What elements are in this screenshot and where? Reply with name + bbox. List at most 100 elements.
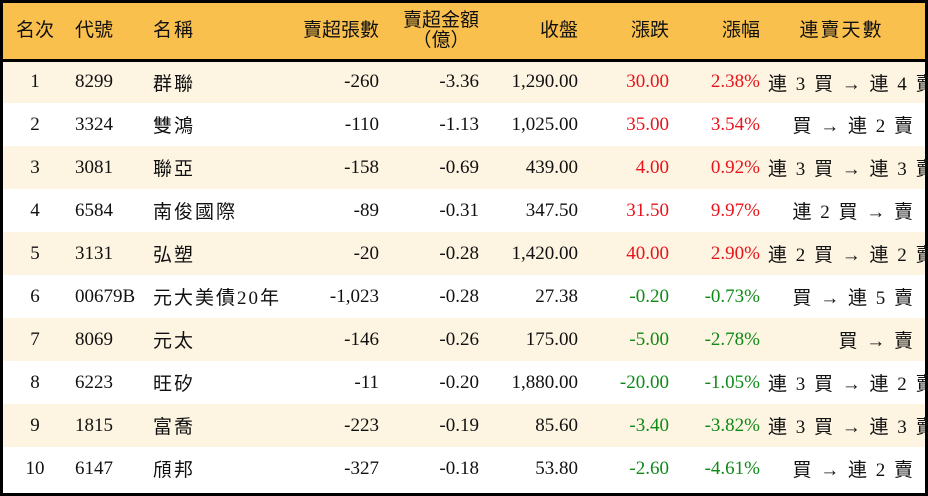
- name-cell[interactable]: 雙鴻: [153, 116, 196, 137]
- rank-cell: 10: [25, 457, 45, 479]
- name-cell[interactable]: 弘塑: [153, 245, 196, 266]
- sell-ranking-table: 名次 代號 名稱 賣超張數 賣超金額 （億） 收盤 漲跌 漲幅 連賣天數 1 82…: [3, 3, 928, 490]
- change-cell: -5.00: [629, 328, 669, 350]
- table-row[interactable]: 3 3081 聯亞 -158 -0.69 439.00 4.00 0.92% 連…: [3, 146, 928, 189]
- header-sell-amount[interactable]: 賣超金額 （億）: [387, 3, 487, 60]
- rank-cell: 5: [30, 242, 40, 264]
- change-pct-cell: 3.54%: [710, 113, 760, 135]
- change-pct-cell: 2.38%: [710, 71, 760, 93]
- rank-cell: 2: [30, 113, 40, 135]
- sell-amount-cell: -3.36: [439, 71, 479, 93]
- sell-amount-cell: -0.26: [439, 328, 479, 350]
- close-cell: 175.00: [525, 328, 578, 350]
- table-row[interactable]: 6 00679B 元大美債20年 -1,023 -0.28 27.38 -0.2…: [3, 275, 925, 318]
- table-row[interactable]: 5 3131 弘塑 -20 -0.28 1,420.00 40.00 2.90%…: [3, 232, 928, 275]
- code-cell[interactable]: 3131: [75, 242, 113, 264]
- sell-amount-cell: -0.28: [439, 285, 479, 307]
- table-row[interactable]: 10 6147 頎邦 -327 -0.18 53.80 -2.60 -4.61%…: [3, 447, 925, 490]
- table-row[interactable]: 4 6584 南俊國際 -89 -0.31 347.50 31.50 9.97%…: [3, 189, 925, 232]
- name-cell[interactable]: 元大美債20年: [153, 288, 282, 309]
- change-cell: 30.00: [626, 71, 669, 93]
- sell-lots-cell: -11: [354, 371, 379, 393]
- sell-lots-cell: -146: [344, 328, 379, 350]
- code-cell[interactable]: 6223: [75, 371, 113, 393]
- sell-lots-cell: -89: [353, 199, 379, 221]
- code-cell[interactable]: 3324: [75, 113, 113, 135]
- change-pct-cell: -0.73%: [704, 285, 760, 307]
- sell-lots-cell: -260: [344, 71, 379, 93]
- streak-cell: 連 2 買 → 連 2 賣: [768, 245, 928, 266]
- close-cell: 1,290.00: [511, 71, 579, 93]
- header-sell-lots[interactable]: 賣超張數: [302, 19, 379, 41]
- name-cell[interactable]: 群聯: [153, 73, 196, 95]
- header-name[interactable]: 名稱: [153, 19, 196, 41]
- streak-cell: 連 3 買 → 連 3 賣: [768, 417, 928, 438]
- table-row[interactable]: 8 6223 旺矽 -11 -0.20 1,880.00 -20.00 -1.0…: [3, 361, 928, 404]
- sell-amount-cell: -1.13: [439, 113, 479, 135]
- change-cell: 40.00: [626, 242, 669, 264]
- close-cell: 27.38: [535, 285, 578, 307]
- code-cell[interactable]: 6584: [75, 199, 113, 221]
- change-cell: 35.00: [626, 113, 669, 135]
- change-cell: -0.20: [629, 285, 669, 307]
- rank-cell: 8: [30, 371, 40, 393]
- streak-cell: 買 → 賣: [838, 331, 915, 352]
- sell-amount-cell: -0.31: [439, 199, 479, 221]
- close-cell: 53.80: [535, 457, 578, 479]
- table-row[interactable]: 1 8299 群聯 -260 -3.36 1,290.00 30.00 2.38…: [3, 60, 928, 103]
- change-pct-cell: 9.97%: [710, 199, 760, 221]
- rank-cell: 6: [30, 285, 40, 307]
- rank-cell: 9: [30, 414, 40, 436]
- code-cell[interactable]: 1815: [75, 414, 113, 436]
- name-cell[interactable]: 聯亞: [153, 159, 196, 180]
- rank-cell: 7: [30, 328, 40, 350]
- streak-cell: 買 → 連 5 賣: [792, 288, 915, 309]
- streak-cell: 買 → 連 2 賣: [792, 460, 915, 481]
- table-row[interactable]: 2 3324 雙鴻 -110 -1.13 1,025.00 35.00 3.54…: [3, 103, 925, 146]
- streak-cell: 連 3 買 → 連 3 賣: [768, 159, 928, 180]
- close-cell: 1,025.00: [511, 113, 579, 135]
- table-row[interactable]: 7 8069 元太 -146 -0.26 175.00 -5.00 -2.78%…: [3, 318, 925, 361]
- rank-cell: 4: [30, 199, 40, 221]
- rank-cell: 1: [30, 71, 40, 93]
- code-cell[interactable]: 8069: [75, 328, 113, 350]
- header-rank[interactable]: 名次: [15, 19, 54, 41]
- change-cell: 31.50: [626, 199, 669, 221]
- streak-cell: 連 3 買 → 連 4 賣: [768, 73, 928, 95]
- code-cell[interactable]: 3081: [75, 156, 113, 178]
- code-cell[interactable]: 8299: [75, 71, 113, 93]
- sell-lots-cell: -1,023: [329, 285, 379, 307]
- streak-cell: 連 2 買 → 賣: [792, 202, 915, 223]
- code-cell[interactable]: 00679B: [75, 285, 136, 307]
- change-pct-cell: 0.92%: [710, 156, 760, 178]
- name-cell[interactable]: 富喬: [153, 417, 196, 438]
- name-cell[interactable]: 頎邦: [153, 460, 196, 481]
- code-cell[interactable]: 6147: [75, 457, 113, 479]
- name-cell[interactable]: 元太: [153, 331, 196, 352]
- header-close[interactable]: 收盤: [539, 19, 578, 41]
- sell-lots-cell: -20: [353, 242, 379, 264]
- change-pct-cell: -3.82%: [704, 414, 760, 436]
- header-change-pct[interactable]: 漲幅: [721, 19, 760, 41]
- close-cell: 1,880.00: [511, 371, 579, 393]
- table-header: 名次 代號 名稱 賣超張數 賣超金額 （億） 收盤 漲跌 漲幅 連賣天數: [3, 3, 925, 60]
- change-cell: 4.00: [635, 156, 669, 178]
- change-pct-cell: -1.05%: [704, 371, 760, 393]
- streak-cell: 連 3 買 → 連 2 賣: [768, 374, 928, 395]
- header-streak[interactable]: 連賣天數: [799, 19, 884, 41]
- change-pct-cell: 2.90%: [710, 242, 760, 264]
- change-cell: -20.00: [619, 371, 669, 393]
- close-cell: 439.00: [525, 156, 578, 178]
- header-change[interactable]: 漲跌: [630, 19, 669, 41]
- close-cell: 1,420.00: [511, 242, 579, 264]
- header-code[interactable]: 代號: [75, 19, 114, 41]
- header-sell-amount-line1: 賣超金額: [402, 9, 479, 31]
- header-sell-amount-line2: （億）: [412, 29, 470, 51]
- name-cell[interactable]: 南俊國際: [153, 202, 238, 223]
- sell-lots-cell: -223: [344, 414, 379, 436]
- sell-amount-cell: -0.20: [439, 371, 479, 393]
- name-cell[interactable]: 旺矽: [153, 374, 196, 395]
- table-row[interactable]: 9 1815 富喬 -223 -0.19 85.60 -3.40 -3.82% …: [3, 404, 928, 447]
- sell-amount-cell: -0.18: [439, 457, 479, 479]
- change-pct-cell: -4.61%: [704, 457, 760, 479]
